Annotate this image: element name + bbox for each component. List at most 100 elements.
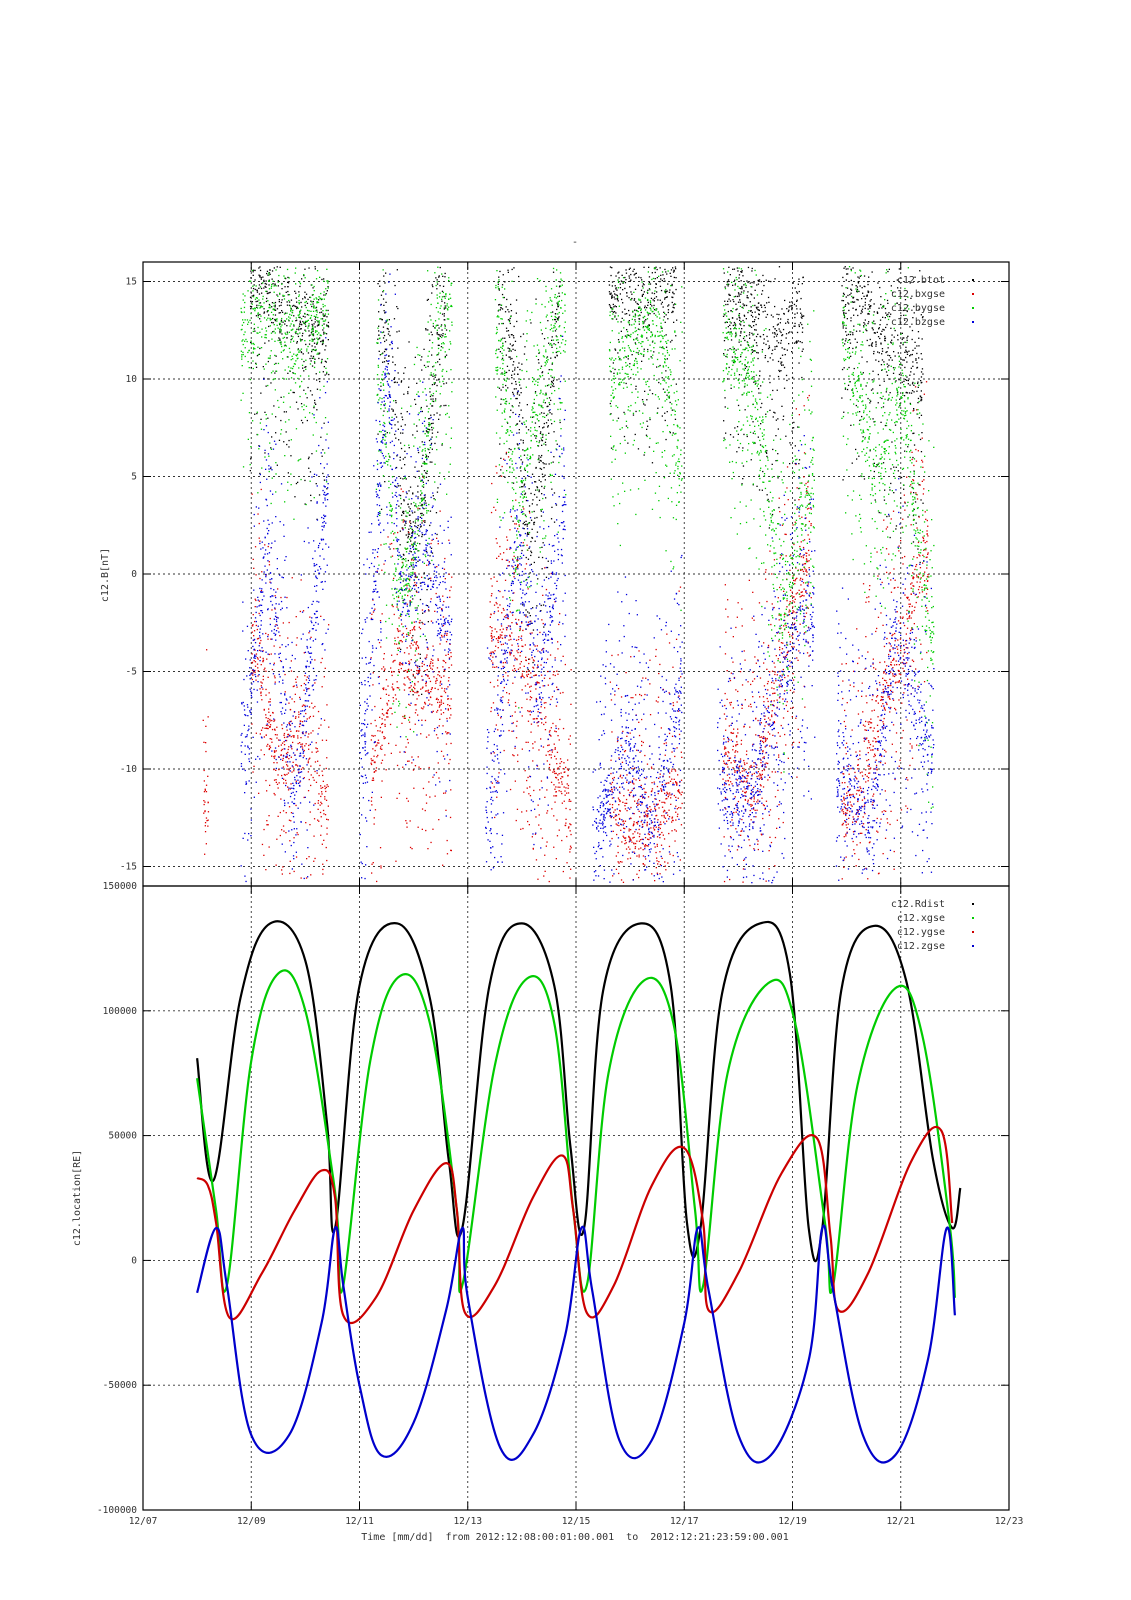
data-point: [659, 827, 661, 830]
data-point: [508, 336, 511, 338]
data-point: [723, 836, 725, 838]
data-point: [290, 670, 293, 672]
data-point: [263, 377, 265, 379]
data-point: [784, 348, 786, 350]
data-point: [398, 671, 400, 673]
data-point: [626, 781, 628, 783]
data-point: [807, 626, 810, 628]
data-point: [296, 637, 298, 639]
data-point: [681, 756, 683, 758]
data-point: [495, 638, 498, 640]
data-point: [569, 743, 571, 745]
data-point: [671, 296, 673, 298]
data-point: [656, 291, 658, 293]
data-point: [314, 402, 316, 404]
data-point: [650, 356, 652, 358]
data-point: [281, 829, 283, 831]
data-point: [759, 774, 762, 776]
data-point: [522, 439, 524, 442]
data-point: [297, 335, 300, 338]
data-point: [428, 439, 431, 442]
data-point: [438, 819, 440, 821]
data-point: [841, 368, 844, 371]
data-point: [283, 732, 286, 735]
data-point: [272, 712, 274, 714]
data-point: [414, 765, 417, 767]
data-point: [284, 344, 286, 346]
data-point: [498, 387, 501, 389]
data-point: [886, 314, 888, 316]
data-point: [500, 398, 502, 400]
data-point: [511, 715, 513, 717]
data-point: [490, 707, 493, 709]
data-point: [430, 398, 432, 400]
data-point: [642, 825, 644, 828]
data-point: [806, 508, 809, 510]
data-point: [526, 525, 528, 527]
data-point: [510, 448, 512, 451]
data-point: [737, 845, 739, 847]
data-point: [863, 295, 865, 297]
data-point: [425, 455, 428, 457]
data-point: [612, 830, 614, 832]
data-point: [437, 688, 439, 691]
data-point: [278, 305, 281, 307]
data-point: [787, 310, 790, 313]
data-point: [920, 499, 922, 501]
data-point: [540, 460, 542, 462]
data-point: [668, 396, 670, 399]
data-point: [743, 433, 745, 436]
data-point: [543, 467, 545, 469]
data-point: [277, 787, 279, 789]
data-point: [866, 361, 868, 363]
data-point: [906, 339, 908, 341]
data-point: [772, 734, 774, 736]
data-point: [540, 664, 542, 666]
data-point: [268, 564, 271, 566]
data-point: [672, 819, 674, 822]
data-point: [653, 304, 655, 307]
data-point: [266, 790, 268, 792]
data-point: [884, 335, 886, 338]
data-point: [886, 515, 888, 518]
data-point: [514, 668, 516, 670]
data-point: [419, 669, 421, 671]
data-point: [636, 823, 639, 825]
data-point: [555, 795, 557, 797]
data-point: [429, 429, 431, 431]
data-point: [261, 292, 263, 294]
data-point: [489, 652, 491, 655]
data-point: [558, 829, 560, 831]
data-point: [648, 324, 650, 326]
data-point: [293, 391, 295, 394]
data-point: [550, 727, 552, 729]
data-point: [303, 274, 305, 277]
data-point: [442, 666, 444, 668]
data-point: [920, 376, 923, 378]
data-point: [638, 835, 641, 838]
data-point: [434, 795, 436, 797]
data-point: [676, 747, 678, 749]
data-point: [729, 757, 732, 759]
data-point: [782, 415, 785, 417]
data-point: [614, 348, 616, 350]
data-point: [776, 345, 778, 348]
data-point: [530, 551, 533, 554]
data-point: [527, 429, 530, 431]
data-point: [536, 487, 539, 489]
data-point: [556, 751, 559, 753]
data-point: [760, 776, 763, 779]
data-point: [373, 771, 375, 773]
data-point: [778, 818, 780, 820]
data-point: [498, 304, 500, 306]
data-point: [447, 698, 450, 700]
data-point: [540, 706, 542, 708]
data-point: [780, 342, 782, 344]
data-point: [491, 593, 493, 595]
data-point: [406, 738, 409, 741]
data-point: [897, 334, 899, 336]
data-point: [387, 709, 389, 711]
data-point: [421, 576, 423, 578]
data-point: [770, 280, 772, 283]
data-point: [903, 380, 905, 382]
